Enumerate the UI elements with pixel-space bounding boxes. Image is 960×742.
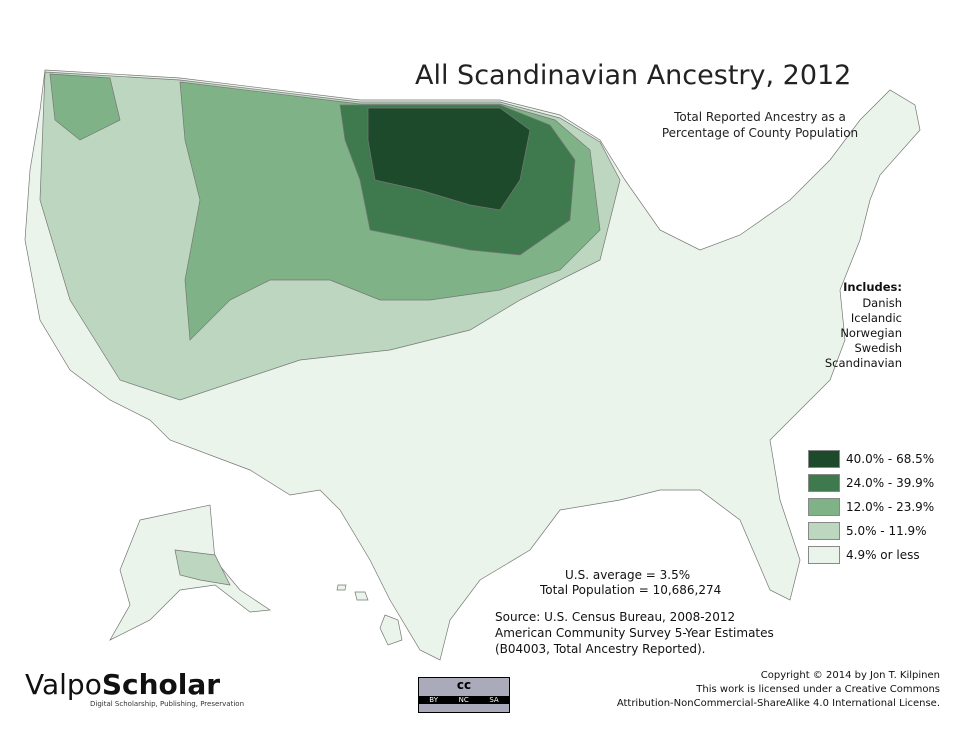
region-darkest bbox=[367, 107, 531, 211]
stat: U.S. average = 3.5% bbox=[565, 568, 691, 582]
brand: ValpoScholar bbox=[25, 668, 220, 701]
alaska-south bbox=[174, 549, 231, 586]
copyright: This work is licensed under a Creative C… bbox=[696, 684, 940, 695]
cc-badge[interactable]: cc BY NC SA bbox=[418, 677, 510, 713]
map-title: All Scandinavian Ancestry, 2012 bbox=[415, 60, 852, 91]
brand-name: Scholar bbox=[101, 668, 221, 701]
legend-label: 12.0% - 23.9% bbox=[846, 500, 935, 514]
legend-swatch bbox=[808, 498, 840, 516]
copyright: Attribution-NonCommercial-ShareAlike 4.0… bbox=[616, 698, 940, 709]
legend-label: 5.0% - 11.9% bbox=[846, 524, 927, 538]
includes-item: Icelandic bbox=[850, 311, 902, 325]
includes-item: Danish bbox=[862, 296, 902, 310]
subtitle: Percentage of County Population bbox=[661, 126, 859, 140]
legend-swatch bbox=[808, 450, 840, 468]
hawaii bbox=[336, 584, 403, 646]
brand-tagline: Digital Scholarship, Publishing, Preserv… bbox=[90, 700, 244, 708]
legend-swatch bbox=[808, 474, 840, 492]
subtitle: Total Reported Ancestry as a bbox=[674, 110, 846, 124]
legend-swatch bbox=[808, 546, 840, 564]
legend-item: 24.0% - 39.9% bbox=[808, 474, 934, 492]
source: (B04003, Total Ancestry Reported). bbox=[495, 642, 706, 656]
cc-terms: BY NC SA bbox=[419, 696, 509, 704]
cc-term: BY bbox=[429, 696, 438, 704]
legend-label: 4.9% or less bbox=[846, 548, 920, 562]
includes-item: Scandinavian bbox=[824, 356, 902, 370]
legend-item: 40.0% - 68.5% bbox=[808, 450, 934, 468]
cc-term: NC bbox=[458, 696, 469, 704]
includes-heading: Includes: bbox=[843, 280, 902, 294]
copyright: Copyright © 2014 by Jon T. Kilpinen bbox=[760, 670, 940, 681]
includes-item: Swedish bbox=[854, 341, 902, 355]
legend-swatch bbox=[808, 522, 840, 540]
legend-item: 12.0% - 23.9% bbox=[808, 498, 934, 516]
legend-item: 5.0% - 11.9% bbox=[808, 522, 927, 540]
includes-item: Norwegian bbox=[840, 326, 902, 340]
cc-symbol: cc bbox=[456, 678, 472, 692]
legend-label: 24.0% - 39.9% bbox=[846, 476, 935, 490]
region-pacific-nw bbox=[49, 73, 121, 141]
source: American Community Survey 5-Year Estimat… bbox=[495, 626, 774, 640]
brand-prefix: Valpo bbox=[25, 668, 102, 701]
source: Source: U.S. Census Bureau, 2008-2012 bbox=[495, 610, 736, 624]
stat: Total Population = 10,686,274 bbox=[540, 583, 722, 597]
cc-term: SA bbox=[489, 696, 499, 704]
legend-item: 4.9% or less bbox=[808, 546, 920, 564]
legend-label: 40.0% - 68.5% bbox=[846, 452, 935, 466]
